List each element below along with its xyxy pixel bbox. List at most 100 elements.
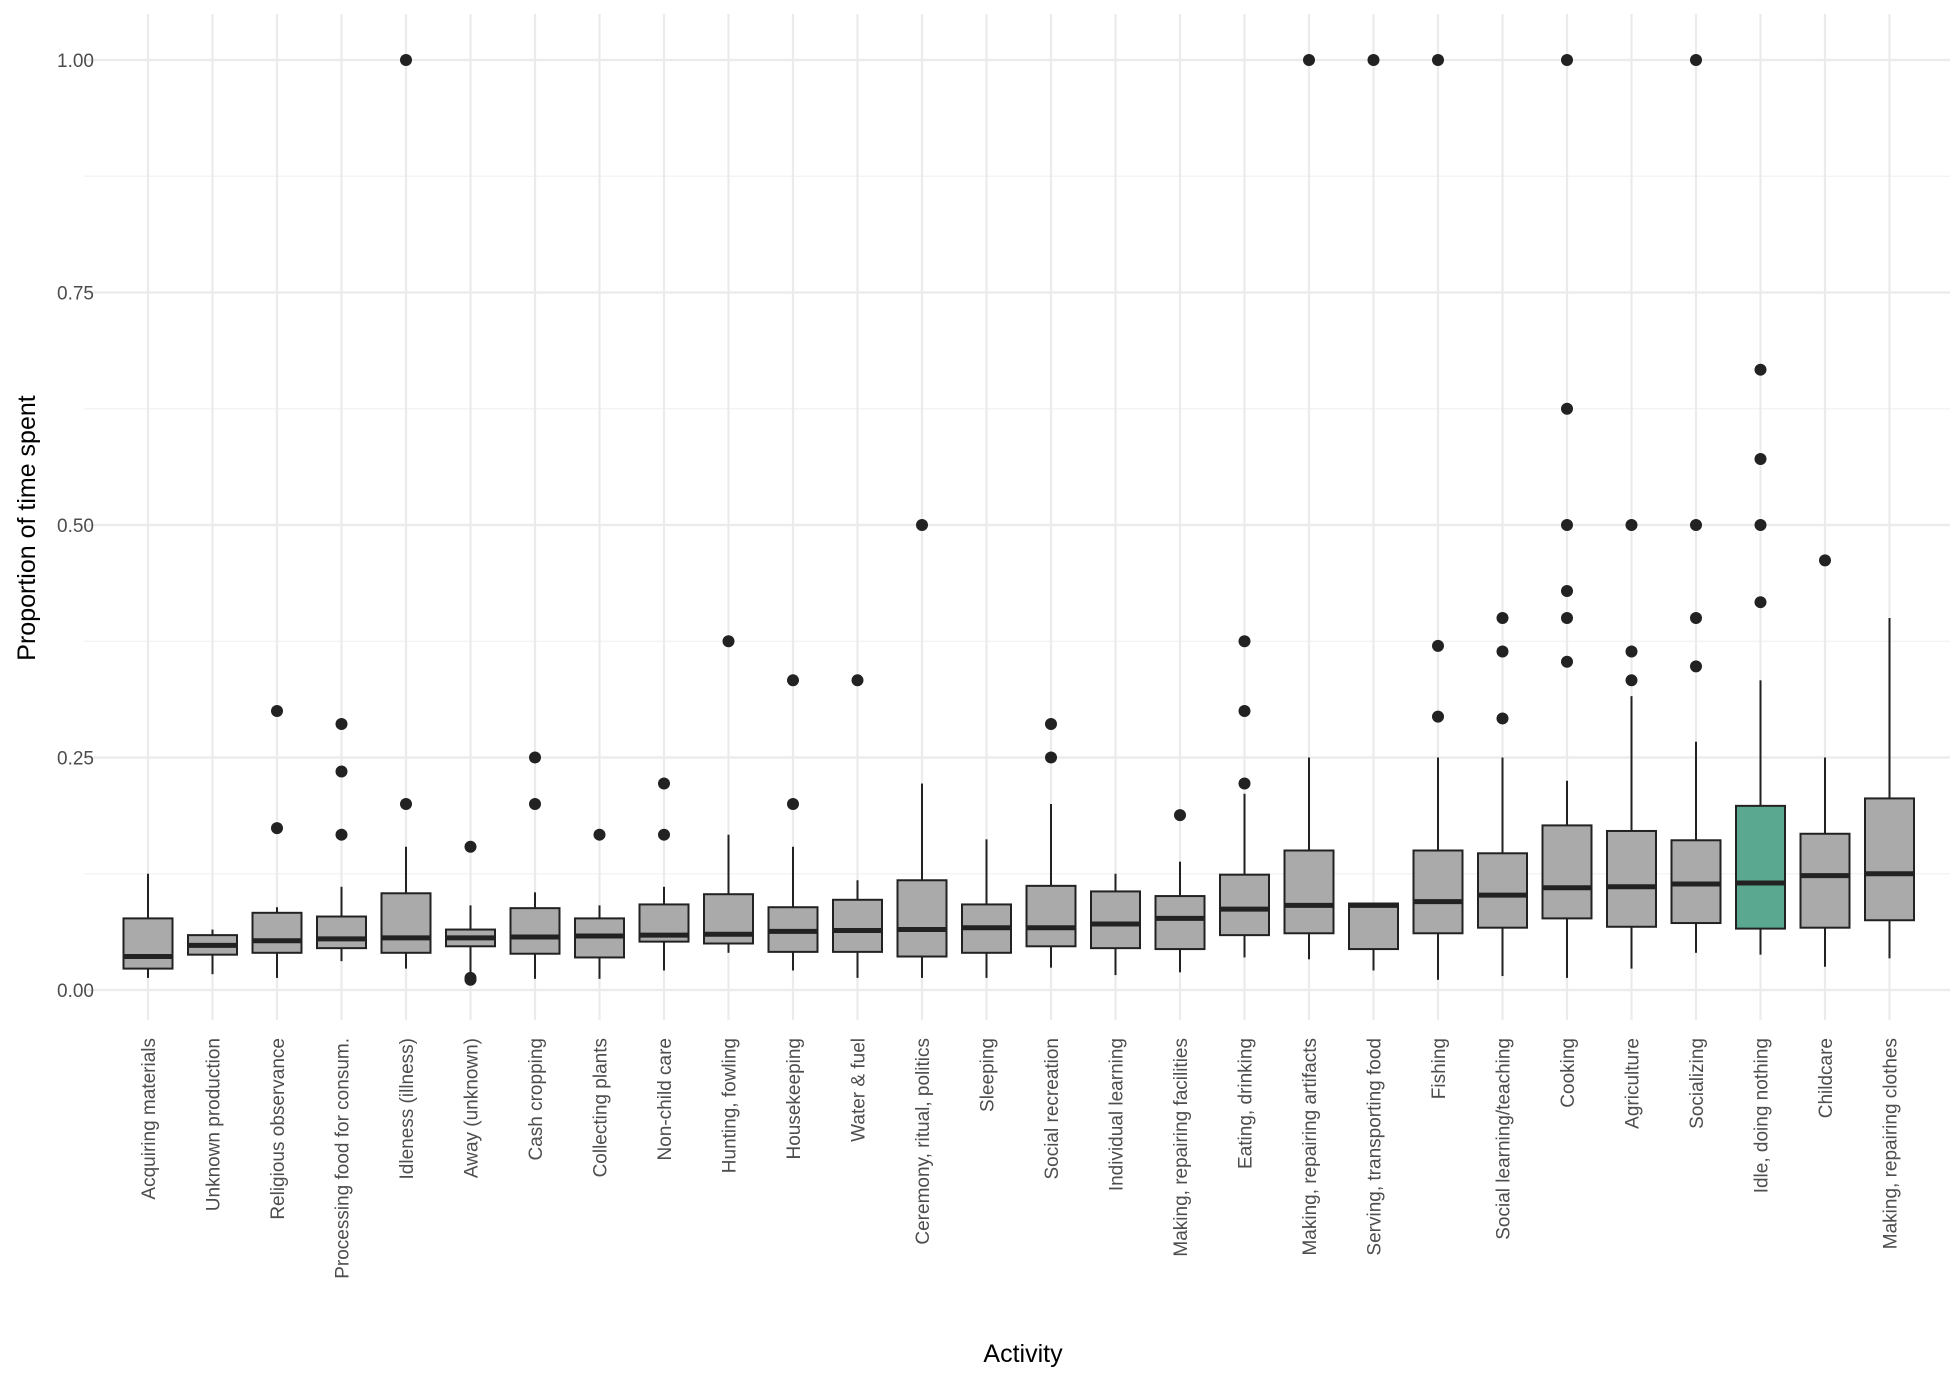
x-tick-label: Idle, doing nothing <box>1752 1038 1773 1193</box>
box-body <box>1541 824 1593 920</box>
outlier-point <box>1303 54 1315 66</box>
x-tick-label: Sleeping <box>978 1038 999 1112</box>
x-tick-label: Cooking <box>1558 1038 1579 1108</box>
box-23 <box>1541 54 1593 978</box>
x-tick-label: Fishing <box>1429 1038 1450 1099</box>
box-1 <box>122 873 174 978</box>
x-tick-label: Non-child care <box>655 1038 676 1161</box>
outlier-point <box>400 54 412 66</box>
outlier-point <box>1561 519 1573 531</box>
box-body <box>122 917 174 970</box>
x-tick-label: Cash cropping <box>526 1038 547 1161</box>
box-7 <box>509 751 561 979</box>
y-axis-ticks: 0.00 0.25 0.50 0.75 1.00 <box>57 51 94 1002</box>
x-tick-label: Housekeeping <box>784 1038 805 1159</box>
x-tick-label: Agriculture <box>1623 1038 1644 1129</box>
box-17 <box>1154 809 1206 973</box>
box-body <box>380 892 432 954</box>
x-tick-label: Ceremony, ritual, politics <box>913 1038 934 1245</box>
x-tick-label: Acquiring materials <box>139 1038 160 1200</box>
box-body <box>1477 852 1528 929</box>
box-10 <box>703 635 754 953</box>
x-axis-title: Activity <box>983 1340 1063 1368</box>
y-tick-label: 0.75 <box>57 284 94 305</box>
box-12 <box>832 674 883 978</box>
x-tick-label: Socializing <box>1687 1038 1708 1129</box>
box-body <box>1283 849 1335 935</box>
outlier-point <box>1367 54 1380 66</box>
box-body <box>1090 890 1141 950</box>
outlier-point <box>1690 612 1702 624</box>
outlier-point <box>1238 777 1251 790</box>
box-11 <box>767 674 819 971</box>
box-18 <box>1219 635 1270 958</box>
box-4 <box>316 718 367 962</box>
box-body <box>1864 797 1915 922</box>
boxes <box>122 54 1915 986</box>
box-body <box>1154 895 1206 951</box>
outlier-point <box>1690 54 1702 66</box>
box-13 <box>896 519 948 978</box>
outlier-point <box>1561 585 1573 598</box>
box-2 <box>187 929 238 975</box>
box-27 <box>1799 554 1851 967</box>
y-tick-label: 0.00 <box>57 981 94 1002</box>
y-tick-label: 1.00 <box>57 51 94 72</box>
x-tick-label: Hunting, fowling <box>720 1038 741 1173</box>
box-body <box>896 879 948 958</box>
outlier-point <box>722 635 735 648</box>
outlier-point <box>1561 655 1573 668</box>
outlier-point <box>1496 612 1509 624</box>
outlier-point <box>1432 710 1444 723</box>
box-body <box>832 898 883 953</box>
outlier-point <box>271 705 283 717</box>
outlier-point <box>1496 645 1509 658</box>
x-tick-label: Away (unknown) <box>462 1038 483 1178</box>
box-body <box>1025 884 1077 948</box>
outlier-point <box>1690 660 1702 673</box>
outlier-point <box>1819 554 1831 567</box>
box-22 <box>1477 612 1528 977</box>
outlier-point <box>1690 519 1702 531</box>
box-24 <box>1606 519 1657 969</box>
x-tick-label: Childcare <box>1816 1038 1837 1118</box>
x-tick-label: Making, repairing clothes <box>1881 1038 1902 1249</box>
outlier-point <box>1561 402 1573 415</box>
outlier-point <box>1238 635 1251 648</box>
box-body <box>316 915 367 950</box>
x-axis-ticks: Acquiring materials Unknown production Rel… <box>139 1038 1902 1279</box>
outlier-point <box>593 828 606 841</box>
outlier-point <box>1561 612 1573 624</box>
outlier-point <box>464 971 477 984</box>
box-body <box>1348 902 1399 951</box>
y-axis-title: Proportion of time spent <box>13 395 41 660</box>
outlier-point <box>335 765 348 778</box>
box-16 <box>1090 873 1141 976</box>
outlier-point <box>1625 519 1638 531</box>
box-28 <box>1864 618 1915 959</box>
outlier-point <box>851 674 864 687</box>
outlier-point <box>1625 674 1638 687</box>
box-21 <box>1412 54 1464 980</box>
outlier-point <box>787 674 799 687</box>
x-tick-label: Processing food for consum. <box>333 1038 354 1279</box>
x-tick-label: Unknown production <box>204 1038 225 1211</box>
x-tick-label: Eating, drinking <box>1236 1038 1257 1169</box>
outlier-point <box>335 718 348 731</box>
box-8 <box>574 828 625 979</box>
box-5 <box>380 54 432 969</box>
x-tick-label: Making, repairing artifacts <box>1300 1038 1321 1256</box>
outlier-point <box>271 822 283 835</box>
x-tick-label: Serving, transporting food <box>1365 1038 1386 1256</box>
outlier-point <box>335 828 348 841</box>
x-tick-label: Collecting plants <box>591 1038 612 1177</box>
outlier-point <box>1045 718 1057 731</box>
box-3 <box>251 705 303 978</box>
box-body <box>1735 804 1786 930</box>
outlier-point <box>1045 751 1057 764</box>
box-9 <box>638 777 690 971</box>
y-tick-label: 0.25 <box>57 749 94 770</box>
box-body <box>1412 849 1464 935</box>
outlier-point <box>1432 54 1444 66</box>
